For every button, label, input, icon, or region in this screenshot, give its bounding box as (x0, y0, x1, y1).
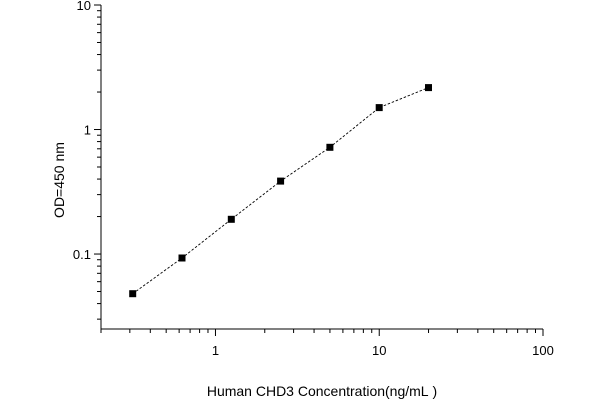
y-tick-label: 0.1 (73, 247, 91, 262)
x-axis-ticks: 1 10 100 (100, 329, 554, 358)
axes (100, 5, 543, 330)
x-tick-label: 10 (372, 343, 386, 358)
y-tick-label: 10 (77, 0, 91, 13)
x-tick-label: 1 (212, 343, 219, 358)
data-point-marker (178, 254, 186, 262)
y-tick-label: 1 (84, 123, 91, 138)
data-point-marker (425, 84, 432, 92)
series-line (132, 87, 429, 295)
data-point-marker (129, 290, 137, 298)
data-point-marker (227, 215, 235, 223)
data-point-marker (375, 104, 383, 112)
data-point-marker (326, 143, 334, 151)
x-tick-label: 100 (532, 343, 554, 358)
data-series (129, 84, 432, 298)
data-point-marker (277, 177, 285, 185)
x-axis-title: Human CHD3 Concentration(ng/mL ) (207, 383, 437, 399)
y-axis-title: OD=450 nm (51, 142, 67, 218)
y-axis-ticks: 0.1 1 10 (73, 0, 101, 320)
